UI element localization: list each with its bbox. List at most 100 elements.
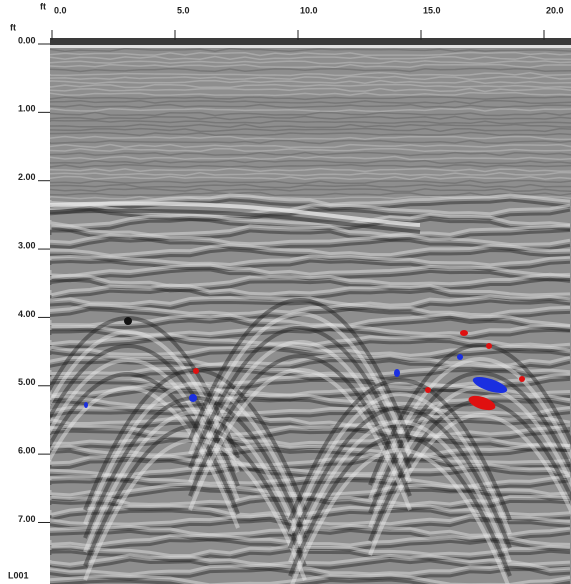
- layer-band: [50, 224, 571, 237]
- hyperbola: [188, 340, 412, 483]
- layer-stripe: [50, 191, 571, 197]
- anomaly: [457, 354, 463, 360]
- anomaly: [460, 330, 468, 336]
- anomaly: [472, 377, 508, 393]
- hyperbola: [83, 424, 307, 567]
- layer-band: [50, 198, 571, 212]
- layer-band: [50, 438, 571, 453]
- layer-band: [50, 354, 571, 367]
- layer-stripe: [50, 55, 571, 61]
- hyperbola: [368, 413, 571, 556]
- layer-band: [50, 328, 571, 342]
- layer-band: [50, 513, 571, 526]
- hyperbola: [290, 448, 510, 584]
- layer-stripe: [50, 96, 571, 101]
- layer-stripe: [50, 99, 571, 105]
- hyperbola: [50, 358, 240, 501]
- layer-stripe: [50, 111, 571, 117]
- layer-band: [50, 243, 571, 257]
- hyperbola: [288, 378, 512, 521]
- layer-band: [50, 533, 571, 548]
- surface-band: [50, 38, 571, 45]
- layer-band: [50, 553, 571, 566]
- layer-band: [50, 362, 571, 377]
- x-tick-label: 5.0: [177, 5, 190, 15]
- layer-band: [50, 423, 571, 437]
- y-tick-label: 6.00: [18, 446, 36, 456]
- layer-stripe: [50, 115, 571, 121]
- layer-band: [50, 347, 571, 362]
- anomaly: [84, 402, 88, 408]
- layer-band: [50, 473, 571, 488]
- layer-stripe: [50, 183, 571, 189]
- layer-stripe: [50, 159, 571, 165]
- hyperbola: [50, 344, 240, 487]
- x-tick-label: 0.0: [54, 5, 67, 15]
- layer-band: [50, 254, 571, 267]
- y-tick-label: 2.00: [18, 172, 36, 182]
- layer-stripe: [50, 167, 571, 173]
- layer-stripe: [50, 83, 571, 89]
- layer-band: [50, 359, 571, 372]
- layer-band: [50, 263, 571, 278]
- layer-band: [50, 453, 571, 467]
- hyperbola: [188, 354, 412, 497]
- layer-band: [50, 433, 571, 448]
- y-tick-label: 3.00: [18, 240, 36, 250]
- layer-stripe: [50, 143, 571, 149]
- line-name: L001: [8, 570, 29, 580]
- interface: [50, 201, 421, 227]
- layer-stripe: [50, 107, 571, 113]
- interface: [50, 208, 421, 234]
- layer-band: [50, 299, 571, 312]
- layer-stripe: [50, 175, 571, 181]
- layer-band: [50, 248, 571, 262]
- layer-stripe: [50, 127, 571, 133]
- layer-stripe: [50, 63, 571, 69]
- layer-band: [50, 383, 571, 398]
- hyperbola: [83, 410, 307, 553]
- layer-stripe: [50, 179, 571, 185]
- hyperbola: [288, 420, 512, 563]
- layer-band: [50, 283, 571, 297]
- layer-band: [50, 302, 571, 317]
- layer-stripe: [50, 123, 571, 129]
- layer-band: [50, 229, 571, 242]
- hyperbola: [288, 392, 512, 535]
- layer-stripe: [50, 71, 571, 77]
- layer-band: [50, 544, 571, 558]
- layer-band: [50, 549, 571, 563]
- layer-band: [50, 413, 571, 427]
- hyperbola: [188, 368, 412, 511]
- layer-stripe: [50, 87, 571, 93]
- hyperbola: [188, 326, 412, 469]
- layer-stripe: [50, 155, 571, 161]
- hyperbola: [288, 434, 512, 577]
- anomaly: [425, 387, 431, 393]
- hyperbola: [368, 371, 571, 514]
- layer-band: [50, 212, 571, 228]
- layer-band: [50, 492, 571, 506]
- hyperbola: [83, 382, 307, 525]
- layer-band: [50, 504, 571, 517]
- y-tick-label: 0.00: [18, 35, 36, 45]
- hyperbola: [188, 312, 412, 455]
- layer-band: [50, 578, 571, 584]
- layer-band: [50, 307, 571, 322]
- layer-band: [50, 312, 571, 328]
- layer-stripe: [50, 131, 571, 137]
- x-tick-label: 10.0: [300, 5, 318, 15]
- x-tick-label: 20.0: [546, 5, 564, 15]
- layer-stripe: [50, 75, 571, 81]
- y-tick-label: 1.00: [18, 104, 36, 114]
- layer-stripe: [50, 47, 571, 53]
- anomaly: [193, 368, 199, 374]
- layer-band: [50, 518, 571, 531]
- anomaly: [394, 369, 400, 377]
- hyperbola: [50, 372, 240, 515]
- layer-stripe: [50, 187, 571, 193]
- radar-image: [50, 38, 571, 584]
- y-tick-label: 4.00: [18, 309, 36, 319]
- layer-stripe: [50, 67, 571, 73]
